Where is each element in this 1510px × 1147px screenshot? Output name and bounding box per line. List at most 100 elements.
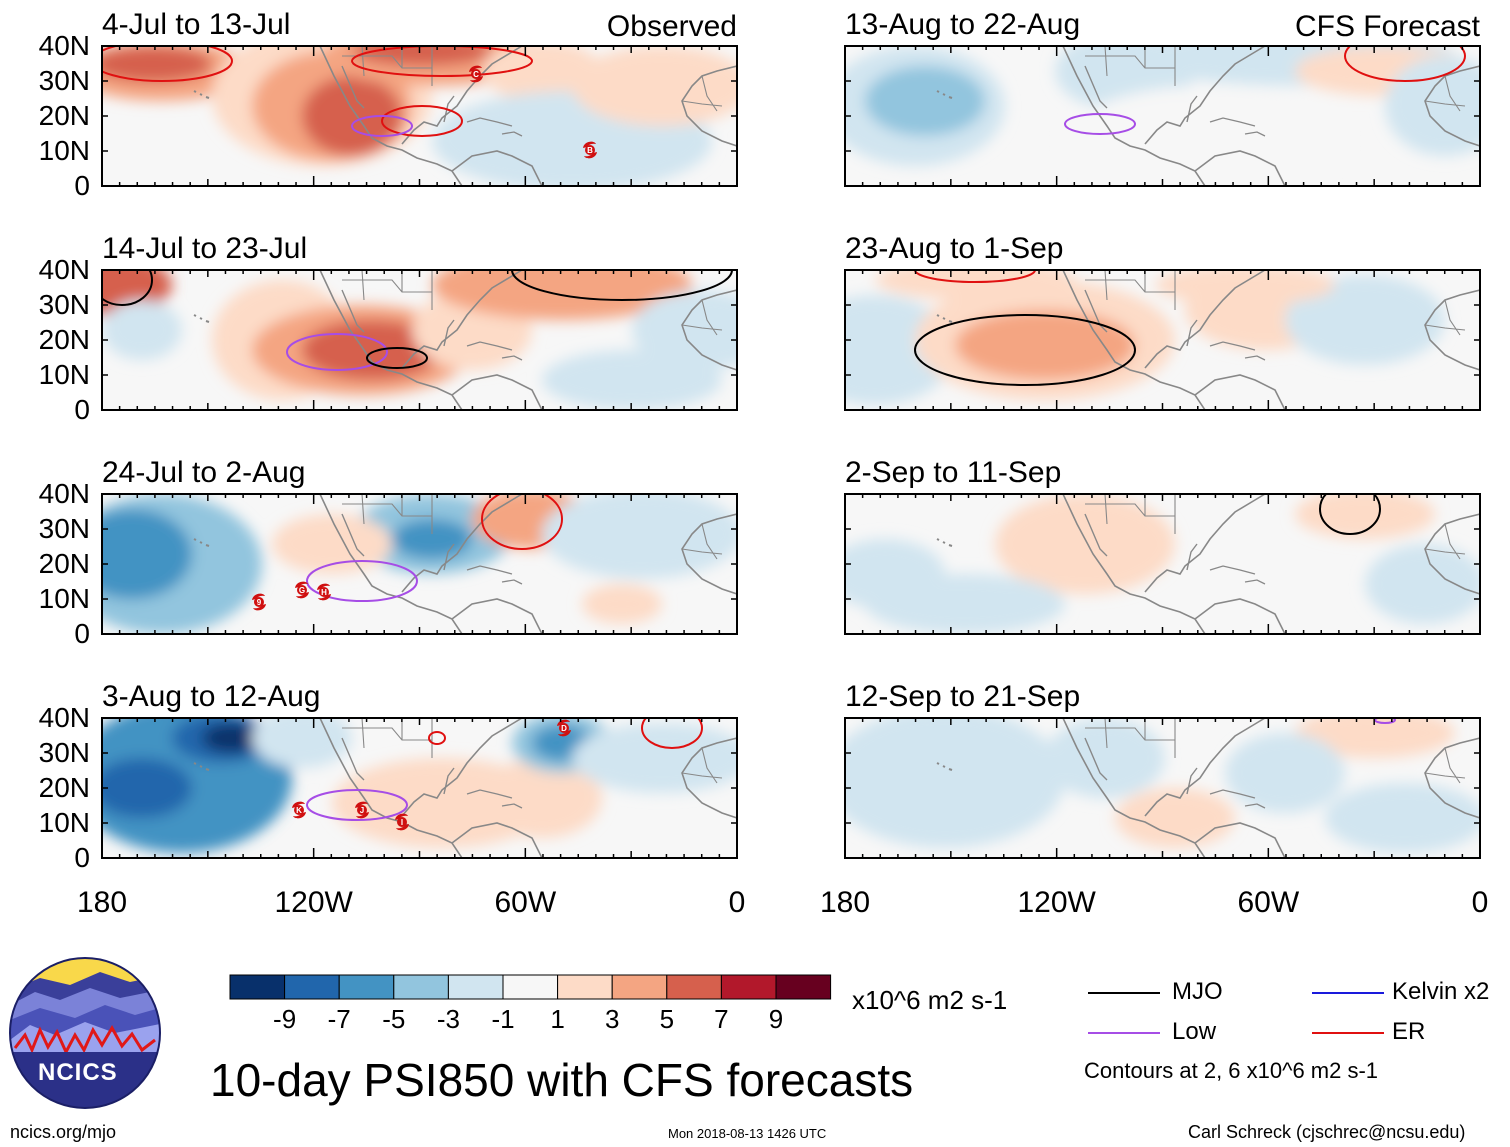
contour-mjo [914, 314, 1136, 386]
storm-letter: C [473, 70, 479, 79]
lat-label: 0 [74, 170, 90, 201]
panel-title: 4-Jul to 13-Jul [102, 8, 291, 41]
storm-marker: J [355, 801, 369, 819]
axis-ticks [101, 718, 738, 858]
storm-marker: I [395, 813, 409, 831]
footer-left: ncics.org/mjo [10, 1122, 117, 1142]
coastlines [193, 494, 737, 634]
panel-title: 23-Aug to 1-Sep [845, 232, 1064, 265]
lat-label: 10N [38, 583, 90, 614]
contour-low [306, 560, 418, 602]
lat-label: 40N [38, 254, 90, 285]
lat-label: 0 [74, 842, 90, 873]
colorbar-tick: -1 [491, 1004, 515, 1034]
coastlines [936, 718, 1480, 858]
coastlines [193, 46, 737, 186]
contour-mjo [511, 270, 733, 301]
storm-letter: 9 [257, 598, 262, 607]
coastlines [936, 270, 1480, 410]
anomaly-shading [845, 270, 1445, 405]
panel-8 [844, 717, 1481, 859]
colorbar-box [284, 974, 340, 1000]
panel-3 [101, 269, 738, 411]
colorbar-box [447, 974, 504, 1000]
anomaly-shading [845, 46, 1480, 186]
colorbar-tick: 3 [604, 1004, 620, 1034]
anomaly-shading [102, 270, 737, 410]
storm-letter: J [360, 806, 364, 815]
axis-ticks [844, 718, 1481, 858]
lat-label: 10N [38, 135, 90, 166]
ncics-logo [9, 957, 161, 1109]
colorbar-tick: -3 [436, 1004, 460, 1034]
lat-label: 20N [38, 100, 90, 131]
colorbar-tick: -5 [382, 1004, 406, 1034]
colorbar-box [611, 974, 668, 1000]
contour-low [1374, 718, 1396, 724]
storm-marker: D [557, 719, 571, 737]
panel-1: CB [101, 45, 738, 187]
lon-label: 60W [1237, 886, 1300, 919]
main-title: 10-day PSI850 with CFS forecasts [210, 1054, 914, 1106]
legend-label-kelvin: Kelvin x2 [1392, 978, 1490, 1005]
lon-label: 120W [274, 886, 353, 919]
contour-er [428, 731, 446, 745]
contour-er [641, 718, 703, 749]
storm-letter: I [401, 818, 403, 827]
lon-label: 0 [1471, 886, 1489, 919]
lat-label: 10N [38, 359, 90, 390]
colorbar-box [502, 974, 559, 1000]
lat-label: 40N [38, 702, 90, 733]
panel-title: 2-Sep to 11-Sep [845, 456, 1062, 489]
storm-marker: G [295, 581, 309, 599]
colorbar-tick: -9 [273, 1004, 297, 1034]
contour-er [102, 46, 233, 82]
colorbar-boxes [229, 974, 832, 1000]
contour-mjo [366, 347, 428, 369]
legend-label-low: Low [1172, 1018, 1217, 1045]
axis-ticks [101, 494, 738, 634]
storm-marker: B [583, 141, 597, 159]
lat-label: 30N [38, 513, 90, 544]
colorbar-units: x10^6 m2 s-1 [852, 985, 1008, 1015]
legend-label-er: ER [1392, 1018, 1426, 1045]
contour-mjo [1319, 494, 1381, 535]
colorbar-box [229, 974, 286, 1000]
colorbar-box [720, 974, 777, 1000]
lon-label: 180 [819, 886, 871, 919]
contour-er [381, 105, 463, 137]
panel-7: D K J I [101, 717, 738, 859]
contour-mjo [102, 270, 153, 306]
colorbar-tick: 9 [768, 1004, 784, 1034]
coastlines [936, 46, 1480, 186]
footer-right: Carl Schreck (cjschrec@ncsu.edu) [1188, 1122, 1466, 1142]
lat-label: 20N [38, 548, 90, 579]
panel-title: 13-Aug to 22-Aug [845, 8, 1081, 41]
contour-er [914, 270, 1036, 283]
lon-label: 0 [728, 886, 746, 919]
lon-label: 180 [76, 886, 128, 919]
storm-marker: H [317, 583, 331, 601]
logo-text: NCICS [38, 1059, 118, 1086]
colorbar-box [557, 974, 613, 1000]
colorbar-tick: -7 [327, 1004, 351, 1034]
anomaly-shading [845, 718, 1480, 853]
legend-contour-note: Contours at 2, 6 x10^6 m2 s-1 [1084, 1058, 1379, 1083]
storm-letter: H [321, 588, 327, 597]
panel-title: 24-Jul to 2-Aug [102, 456, 306, 489]
panel-4 [844, 269, 1481, 411]
axis-ticks [844, 494, 1481, 634]
storm-letter: K [296, 806, 302, 815]
axis-ticks [101, 46, 738, 186]
storm-letter: D [561, 724, 567, 733]
contour-low [286, 333, 388, 371]
lat-label: 20N [38, 772, 90, 803]
storm-letter: G [299, 586, 305, 595]
footer-center: Mon 2018-08-13 1426 UTC [668, 1126, 827, 1141]
contour-er [1344, 46, 1466, 82]
storm-marker: C [469, 65, 483, 83]
panel-6 [844, 493, 1481, 635]
panel-title: 14-Jul to 23-Jul [102, 232, 308, 265]
